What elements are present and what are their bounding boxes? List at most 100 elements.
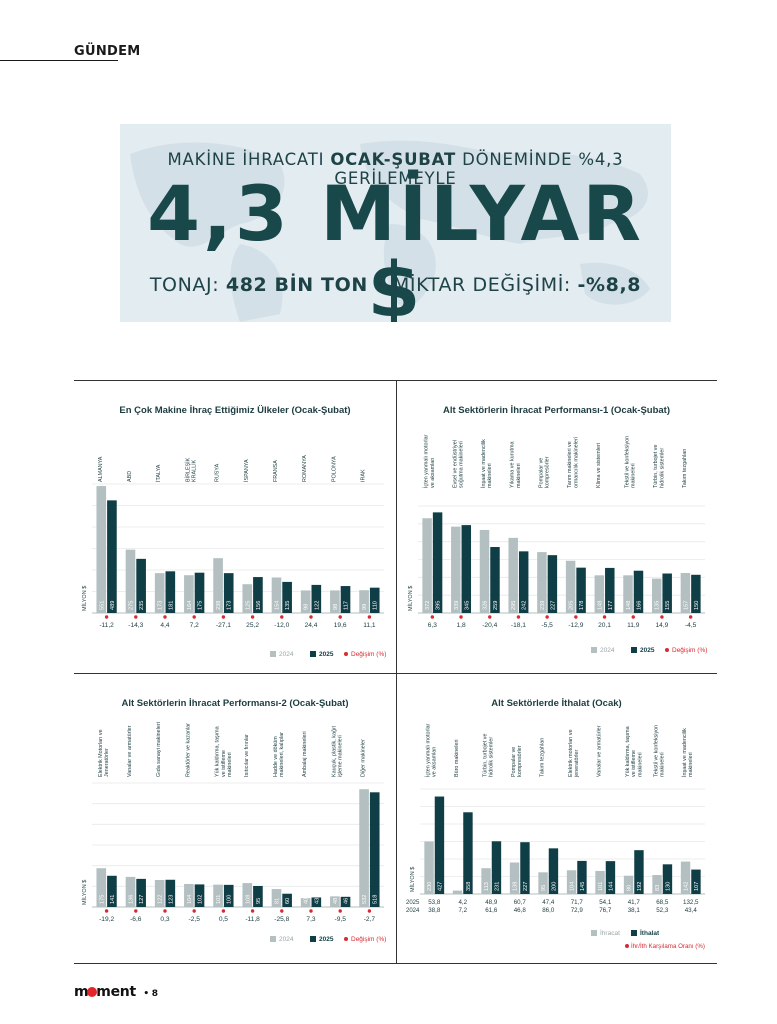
category-label: Kauçuk, plastik, kağıt bbox=[331, 726, 337, 777]
change-value: -5,5 bbox=[541, 622, 553, 629]
ratio-value: 48,9 bbox=[485, 899, 498, 906]
grid-line-vertical bbox=[396, 380, 397, 964]
legend-dot-icon bbox=[665, 648, 669, 652]
bar-İthalat bbox=[463, 812, 473, 894]
ratio-value: 61,6 bbox=[485, 907, 498, 914]
bar-2024 bbox=[300, 590, 311, 613]
bar-2024 bbox=[242, 883, 253, 907]
ratio-value: 43,4 bbox=[685, 907, 698, 914]
ratio-value: 47,4 bbox=[542, 899, 555, 906]
bar-2025 bbox=[547, 555, 558, 613]
value-label: 173 bbox=[227, 601, 233, 610]
bar-2024 bbox=[184, 883, 194, 907]
legend-dot-icon bbox=[344, 652, 348, 656]
bar-2024 bbox=[537, 552, 547, 613]
change-value: -2,5 bbox=[189, 916, 201, 923]
legend-swatch bbox=[631, 647, 637, 653]
value-label: 164 bbox=[187, 601, 193, 610]
chart-imports: Alt Sektörlerde İthalat (Ocak) MİLYON $ İç… bbox=[406, 698, 705, 950]
category-label: Yük kaldırma, taşıma bbox=[215, 726, 221, 777]
change-dot-icon bbox=[631, 615, 635, 619]
bar-İthalat bbox=[434, 796, 445, 894]
legend-swatch bbox=[310, 936, 316, 942]
bar-2024 bbox=[594, 575, 605, 613]
value-label: 144 bbox=[608, 882, 614, 891]
bar-2025 bbox=[311, 897, 322, 907]
category-label: Türbin, turbojet ve bbox=[483, 734, 489, 777]
logo-dot-icon bbox=[87, 987, 98, 997]
chart-title: En Çok Makine İhraç Ettiğimiz Ülkeler (O… bbox=[119, 405, 350, 416]
category-label: İçten yanmalı motorlar bbox=[425, 723, 432, 777]
change-dot-icon bbox=[459, 615, 463, 619]
category-label: soğutma makineleri bbox=[459, 441, 465, 488]
category-label: makineleri bbox=[660, 752, 666, 777]
change-dot-icon bbox=[367, 909, 372, 913]
change-dot-icon bbox=[280, 909, 284, 913]
change-value: -4,5 bbox=[685, 622, 697, 629]
value-label: 48 bbox=[333, 898, 339, 904]
value-label: 122 bbox=[314, 601, 320, 610]
bar-2024 bbox=[184, 575, 194, 613]
change-dot-icon bbox=[221, 909, 226, 913]
value-label: 135 bbox=[655, 601, 661, 610]
category-label: hidrolik sistemler bbox=[659, 448, 665, 488]
bar-İthalat bbox=[548, 848, 559, 894]
legend-label: 2025 bbox=[640, 647, 655, 654]
bar-2025 bbox=[605, 567, 615, 613]
bar-2025 bbox=[107, 500, 117, 613]
category-label: Vanalar ve armatürler bbox=[597, 725, 603, 777]
value-label: 173 bbox=[158, 601, 164, 610]
category-label: POLONYA bbox=[331, 456, 337, 482]
chart-subsectors-2: Alt Sektörlerin İhracat Performansı-2 (O… bbox=[81, 698, 386, 943]
category-label: RUSYA bbox=[215, 463, 221, 482]
value-label: 99 bbox=[362, 604, 368, 610]
value-label: 125 bbox=[245, 601, 251, 610]
chart-countries: En Çok Makine İhraç Ettiğimiz Ülkeler (O… bbox=[81, 405, 386, 658]
bar-2025 bbox=[369, 792, 380, 907]
category-label: Büro makineleri bbox=[454, 740, 460, 777]
change-value: -25,8 bbox=[274, 916, 289, 923]
bar-İthalat bbox=[491, 841, 502, 894]
bar-İthalat bbox=[662, 864, 673, 894]
value-label: 230 bbox=[427, 882, 433, 891]
chart-title: Alt Sektörlerin İhracat Performansı-2 (O… bbox=[121, 698, 348, 709]
change-value: -11,8 bbox=[245, 916, 260, 923]
legend-swatch bbox=[270, 651, 276, 657]
ratio-value: 54,1 bbox=[599, 899, 612, 906]
bar-2024 bbox=[300, 898, 311, 907]
bar-2025 bbox=[165, 879, 176, 907]
category-label: Hadde ve döküm bbox=[273, 736, 279, 777]
change-value: -11,2 bbox=[99, 622, 114, 629]
ratio-value: 76,7 bbox=[599, 907, 612, 914]
ratio-value: 46,8 bbox=[514, 907, 527, 914]
bar-2024 bbox=[271, 889, 282, 907]
change-value: 0,5 bbox=[219, 916, 228, 923]
legend-label: İthalat bbox=[640, 929, 660, 937]
bar-2024 bbox=[451, 526, 461, 613]
bar-2024 bbox=[154, 879, 165, 907]
value-label: 532 bbox=[362, 895, 368, 904]
y-axis-label: MİLYON $ bbox=[81, 586, 88, 611]
legend-label: İhr/İth Karşılama Oranı (%) bbox=[631, 943, 705, 950]
change-dot-icon bbox=[221, 615, 226, 619]
value-label: 95 bbox=[541, 885, 547, 891]
bar-2025 bbox=[311, 584, 322, 613]
category-label: Isıtıcılar ve fırınlar bbox=[244, 734, 250, 777]
grid-line-middle bbox=[74, 673, 717, 674]
value-label: 150 bbox=[694, 601, 700, 610]
legend-label: 2024 bbox=[279, 651, 294, 658]
legend-label: 2024 bbox=[600, 647, 615, 654]
world-map-background bbox=[130, 140, 650, 322]
change-value: 0,3 bbox=[160, 916, 169, 923]
change-dot-icon bbox=[192, 909, 196, 913]
bar-2024 bbox=[271, 577, 282, 613]
change-value: -6,6 bbox=[130, 916, 142, 923]
change-dot-icon bbox=[545, 615, 549, 619]
change-value: 7,3 bbox=[306, 916, 315, 923]
change-value: -14,3 bbox=[128, 622, 143, 629]
value-label: 108 bbox=[245, 895, 251, 904]
change-dot-icon bbox=[163, 909, 167, 913]
category-label: makineleri bbox=[688, 752, 694, 777]
value-label: 372 bbox=[425, 601, 431, 610]
value-label: 239 bbox=[540, 601, 546, 610]
